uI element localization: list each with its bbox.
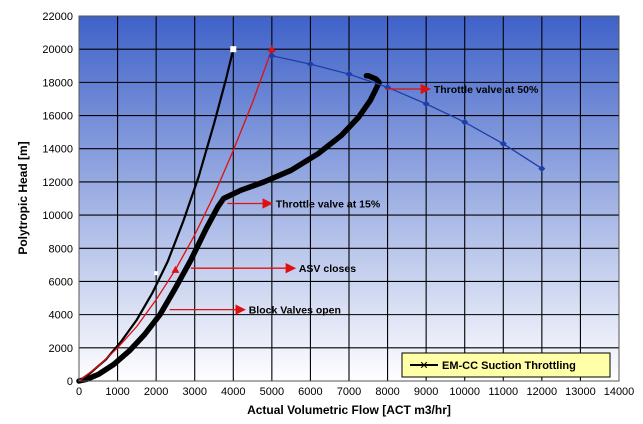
compressor-curve-line [271, 55, 543, 170]
x-tick-label: 6000 [298, 386, 322, 398]
y-tick-label: 18000 [42, 77, 73, 89]
black-surge-endpoint [230, 46, 237, 53]
x-tick-label: 0 [76, 386, 82, 398]
plot-border [78, 15, 620, 382]
x-tick-label: 2000 [144, 386, 168, 398]
compressor-curve-point [345, 70, 353, 78]
x-tick-label: 7000 [337, 386, 361, 398]
x-tick-label: 4000 [221, 386, 245, 398]
y-tick-label: 10000 [42, 210, 73, 222]
compressor-curve-point [461, 118, 469, 126]
x-tick-label: 14000 [604, 386, 635, 398]
series-layer [76, 45, 546, 384]
annotation-label: ASV closes [299, 263, 356, 275]
compressor-curve-point [538, 165, 546, 173]
annotation-label: Throttle valve at 50% [434, 84, 539, 96]
y-tick-label: 2000 [49, 343, 73, 355]
y-tick-label: 20000 [42, 44, 73, 56]
suction-throttling-line [76, 72, 382, 384]
grid-lines [79, 16, 619, 381]
compressor-curve-point [306, 60, 314, 68]
annotation-label: Block Valves open [249, 305, 341, 317]
legend: ✕ EM-CC Suction Throttling [401, 352, 611, 378]
y-tick-label: 8000 [49, 243, 73, 255]
legend-marker-swatch: ✕ [419, 360, 428, 372]
red-curve-point [171, 265, 180, 273]
annotation-label: Throttle valve at 15% [276, 198, 381, 210]
x-axis-title: Actual Volumetric Flow [ACT m3/hr] [247, 403, 451, 417]
x-tick-label: 9000 [414, 386, 438, 398]
x-tick-label: 1000 [105, 386, 129, 398]
compressor-curve-point [268, 52, 276, 60]
y-tick-label: 6000 [49, 276, 73, 288]
x-tick-label: 12000 [527, 386, 558, 398]
y-tick-label: 16000 [42, 111, 73, 123]
y-axis-title: Polytropic Head [m] [16, 141, 30, 254]
x-tick-label: 5000 [260, 386, 284, 398]
black-surge-marker [154, 271, 159, 276]
y-tick-label: 4000 [49, 310, 73, 322]
x-tick-label: 10000 [449, 386, 480, 398]
annotations: Throttle valve at 50% Throttle valve at 1… [169, 83, 539, 317]
y-tick-label: 12000 [42, 177, 73, 189]
tick-labels: 0 1000 2000 3000 4000 5000 6000 7000 8000 9000 100… [42, 11, 634, 398]
x-tick-label: 3000 [182, 386, 206, 398]
legend-label: EM-CC Suction Throttling [442, 360, 576, 372]
y-tick-label: 14000 [42, 144, 73, 156]
x-tick-label: 13000 [565, 386, 596, 398]
x-tick-label: 8000 [375, 386, 399, 398]
red-curve-point [267, 45, 276, 53]
compressor-curve-point [422, 100, 430, 108]
y-tick-label: 0 [67, 376, 73, 388]
compressor-curve-point [499, 140, 507, 148]
y-tick-label: 22000 [42, 11, 73, 23]
x-tick-label: 11000 [488, 386, 518, 398]
